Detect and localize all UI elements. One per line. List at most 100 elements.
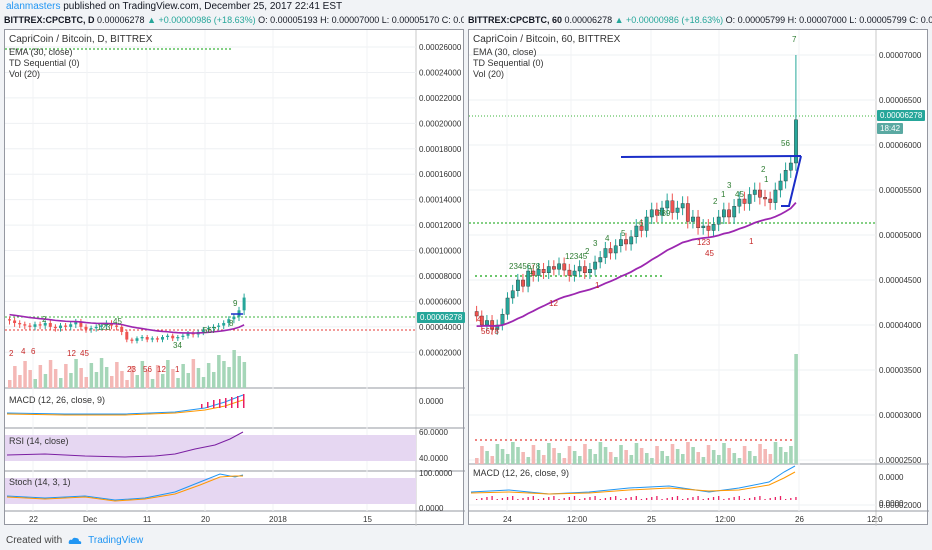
left-td-8: 8 bbox=[229, 319, 234, 328]
right-td-12345: 12345 bbox=[565, 252, 588, 261]
right-volume-bar bbox=[495, 444, 500, 464]
right-candle bbox=[582, 266, 587, 273]
left-volume-bars bbox=[8, 350, 247, 388]
right-candle bbox=[572, 270, 577, 276]
right-xtick-4: 26 bbox=[795, 515, 804, 524]
left-volume-bar bbox=[206, 363, 211, 388]
left-candle bbox=[135, 338, 139, 341]
right-volume-bar bbox=[737, 458, 742, 464]
right-symbol-ohlc: O: 0.00005799 H: 0.00007000 L: 0.0000579… bbox=[725, 15, 932, 25]
left-ytick-11: 0.00004000 bbox=[419, 323, 462, 332]
right-macd-hist-bar bbox=[625, 498, 627, 500]
right-candle bbox=[557, 263, 562, 270]
left-ytick-9: 0.00008000 bbox=[419, 272, 462, 281]
right-macd-hist-bar bbox=[527, 497, 529, 500]
right-candle bbox=[742, 198, 747, 204]
right-candle bbox=[577, 266, 582, 272]
right-ytick-9: 0.00002500 bbox=[879, 456, 922, 465]
right-macd-hist-bar bbox=[754, 497, 756, 500]
right-candles bbox=[474, 55, 798, 335]
left-volume-bar bbox=[99, 358, 104, 388]
left-rsi-tick-40: 40.0000 bbox=[419, 454, 448, 463]
left-chart-svg[interactable]: 0.00026000 0.00024000 0.00022000 0.00020000… bbox=[5, 30, 465, 526]
right-candle bbox=[685, 203, 690, 222]
right-td-labels: 7 56 2 1 3 45 2 1 789 6 5 4 3 2 12345 23… bbox=[477, 35, 797, 336]
left-ytick-7: 0.00012000 bbox=[419, 221, 462, 230]
right-candle bbox=[505, 297, 510, 315]
left-volume-bar bbox=[217, 355, 221, 388]
right-macd-hist-bar bbox=[522, 498, 524, 500]
right-volume-bar bbox=[789, 446, 793, 464]
right-candle bbox=[649, 209, 654, 218]
left-xtick-0: 22 bbox=[29, 515, 38, 524]
right-candle bbox=[624, 239, 628, 245]
left-candle bbox=[155, 338, 159, 340]
left-stoch-tick-100: 100.0000 bbox=[419, 469, 453, 478]
right-candle bbox=[552, 266, 556, 270]
right-candle bbox=[608, 248, 613, 254]
right-blue-trendline bbox=[620, 155, 802, 158]
left-ytick-2: 0.00022000 bbox=[419, 94, 462, 103]
right-macd-hist-bar bbox=[651, 497, 653, 500]
left-volume-bar bbox=[155, 365, 160, 388]
left-symbol-bar: BITTREX:CPCBTC, D 0.00006278 ▲ +0.000009… bbox=[4, 14, 464, 27]
right-macd-hist-bar bbox=[687, 498, 689, 500]
left-td-2: 2 bbox=[42, 315, 47, 324]
left-candle bbox=[140, 337, 144, 339]
right-volume-bar bbox=[722, 443, 726, 464]
left-candle bbox=[150, 338, 154, 340]
right-volume-bar bbox=[505, 454, 510, 464]
right-ytick-3: 0.00005500 bbox=[879, 186, 922, 195]
left-xtick-2: 11 bbox=[143, 515, 152, 524]
right-macd-hist-bar bbox=[501, 498, 504, 500]
right-macd-hist-bar bbox=[707, 498, 710, 500]
author-link[interactable]: alanmasters bbox=[6, 1, 61, 12]
right-macd-hist-bar bbox=[496, 499, 498, 500]
left-volume-bar bbox=[84, 377, 88, 388]
left-candle bbox=[171, 335, 175, 339]
right-macd-hist-bar bbox=[517, 499, 519, 500]
left-xtick-3: 20 bbox=[201, 515, 210, 524]
right-candle bbox=[773, 189, 778, 203]
right-td-red-a: 123 bbox=[697, 238, 711, 247]
left-volume-bar bbox=[115, 362, 119, 388]
right-macd-hist-bar bbox=[589, 497, 591, 500]
left-td-red-5: 45 bbox=[80, 349, 89, 358]
right-macd-hist-bar bbox=[506, 497, 509, 500]
right-macd-hist-bar bbox=[635, 496, 637, 500]
right-chart-panel[interactable]: 0.00007000 0.00006500 0.00006000 0.00005500… bbox=[468, 29, 929, 526]
left-ema-line bbox=[9, 313, 245, 334]
right-candle bbox=[531, 270, 536, 276]
right-ytick-1: 0.00006500 bbox=[879, 96, 922, 105]
right-macd-hist-bar bbox=[718, 496, 720, 500]
right-macd-hist-bar bbox=[790, 498, 792, 500]
right-macd-hist-bar bbox=[723, 499, 725, 500]
left-chart-panel[interactable]: 0.00026000 0.00024000 0.00022000 0.00020000… bbox=[4, 29, 466, 526]
right-volume-bar bbox=[763, 449, 767, 464]
left-volume-bar bbox=[125, 380, 129, 388]
right-candle bbox=[613, 245, 618, 254]
right-chart-svg[interactable]: 0.00007000 0.00006500 0.00006000 0.00005500… bbox=[469, 30, 929, 526]
left-study-2: Vol (20) bbox=[9, 69, 41, 79]
left-volume-bar bbox=[59, 378, 63, 388]
left-candle bbox=[28, 325, 32, 327]
left-td-red-3: 6 bbox=[31, 347, 36, 356]
left-y-axis: 0.00026000 0.00024000 0.00022000 0.00020000… bbox=[419, 43, 462, 357]
right-td-1b: 1 bbox=[721, 190, 726, 199]
right-volume-bar bbox=[701, 457, 706, 464]
left-xtick-4: 2018 bbox=[269, 515, 287, 524]
left-volume-bar bbox=[186, 373, 190, 388]
left-candle bbox=[48, 323, 52, 327]
right-volume-bar bbox=[536, 450, 541, 464]
left-last-price-tag: 0.00006278 bbox=[417, 312, 466, 323]
right-macd-hist-bar bbox=[481, 498, 483, 500]
right-volume-bar bbox=[552, 448, 556, 464]
left-volume-bar bbox=[33, 379, 37, 388]
right-macd-hist-bar bbox=[666, 498, 668, 500]
left-volume-bar bbox=[135, 375, 139, 388]
left-xtick-5: 15 bbox=[363, 515, 372, 524]
right-macd-hist-bar bbox=[542, 498, 545, 500]
right-ytick-4: 0.00005000 bbox=[879, 231, 922, 240]
tradingview-brand[interactable]: TradingView bbox=[88, 535, 144, 546]
left-candle bbox=[13, 320, 17, 324]
